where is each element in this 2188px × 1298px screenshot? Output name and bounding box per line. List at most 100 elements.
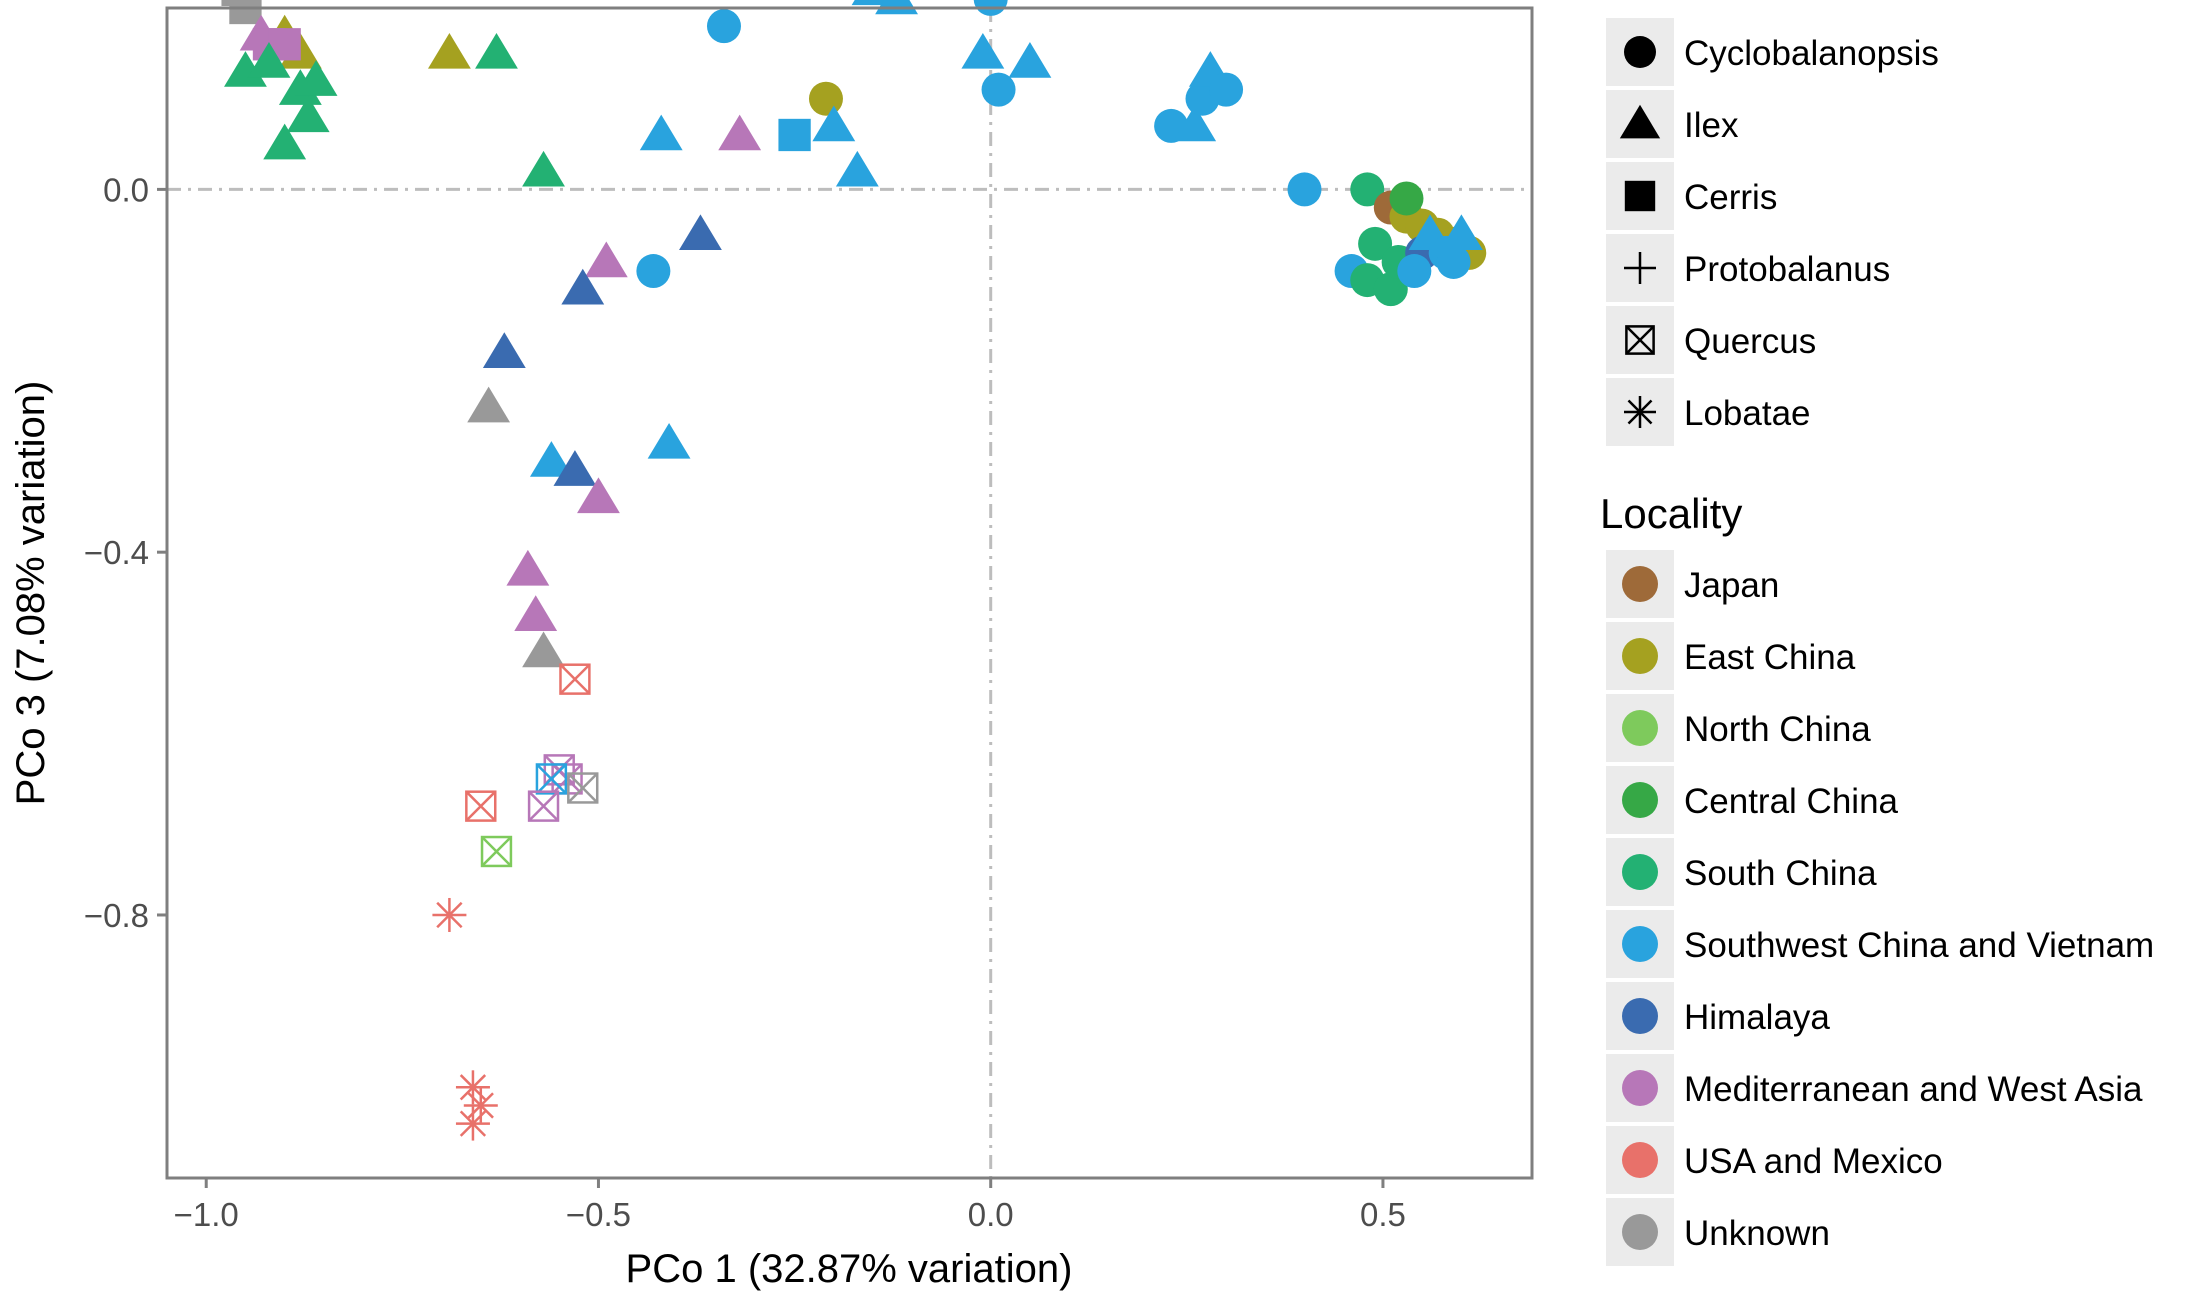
data-point-circle	[706, 9, 741, 44]
legend-label: Japan	[1684, 566, 1779, 605]
data-point-triangle	[584, 241, 628, 278]
color-legend-item: East China	[1606, 622, 1856, 690]
data-point-triangle	[718, 114, 762, 151]
shape-legend-item: Quercus	[1606, 306, 1816, 374]
data-point-triangle	[247, 42, 291, 78]
data-point-triangle	[1008, 42, 1052, 78]
data-point-asterisk	[455, 1106, 490, 1141]
data-point-triangle	[224, 51, 267, 87]
color-legend-item: Japan	[1606, 550, 1779, 618]
data-point-circle	[1209, 72, 1244, 107]
data-point-triangle	[647, 422, 691, 459]
x-tick-label: −1.0	[174, 1196, 239, 1233]
data-point-triangle	[1439, 214, 1483, 251]
data-point-circle	[808, 81, 843, 116]
data-point-circle	[1287, 172, 1322, 207]
data-point-triangle	[639, 114, 683, 151]
data-point-circle	[981, 72, 1016, 107]
data-point-square	[778, 118, 811, 152]
data-point-circle	[1358, 226, 1393, 261]
legend-label: East China	[1684, 638, 1856, 677]
data-point-triangle	[475, 32, 518, 69]
legend-label: Protobalanus	[1684, 250, 1890, 289]
legend-label: Himalaya	[1684, 998, 1830, 1037]
data-point-triangle	[961, 32, 1005, 69]
data-point-circle	[636, 254, 671, 289]
x-axis-title: PCo 1 (32.87% variation)	[626, 1247, 1073, 1291]
legend-color-swatch	[1622, 710, 1658, 746]
data-point-triangle	[263, 123, 307, 160]
color-legend-item: Unknown	[1606, 1198, 1830, 1266]
data-point-triangle	[427, 32, 471, 69]
legend-label: North China	[1684, 710, 1871, 749]
x-axis: −1.0 −0.5 0.0 0.5	[174, 1178, 1406, 1233]
legend-color-swatch	[1622, 998, 1658, 1034]
plot-border	[165, 6, 1534, 1180]
legend-circle-icon	[1624, 36, 1656, 68]
data-point-triangle	[577, 477, 620, 514]
data-point-triangle	[286, 96, 330, 133]
y-tick-label: −0.8	[84, 897, 149, 934]
data-point-triangle	[679, 214, 722, 251]
color-legend-item: Central China	[1606, 766, 1899, 834]
shape-legend-item: Cyclobalanopsis	[1606, 18, 1939, 86]
legend-color-swatch	[1622, 1214, 1658, 1250]
data-point-circle	[1389, 181, 1424, 216]
data-point-asterisk	[455, 1070, 490, 1105]
legend-label: USA and Mexico	[1684, 1142, 1943, 1181]
data-point-square	[229, 0, 262, 25]
y-axis-title: PCo 3 (7.08% variation)	[9, 381, 53, 806]
data-point-circle	[1397, 254, 1432, 289]
data-point-triangle	[522, 150, 565, 187]
legend-label: Quercus	[1684, 322, 1816, 361]
data-point-triangle	[553, 450, 597, 486]
legend-square-icon	[1624, 180, 1656, 212]
shape-legend-item: Protobalanus	[1606, 234, 1890, 302]
data-point-triangle	[835, 150, 879, 187]
color-legend-item: South China	[1606, 838, 1877, 906]
data-point-triangle	[529, 441, 573, 477]
legend-label: Mediterranean and West Asia	[1684, 1070, 2143, 1109]
color-legend-item: USA and Mexico	[1606, 1126, 1943, 1194]
color-legend-item: North China	[1606, 694, 1871, 762]
data-point-boxx	[567, 772, 599, 804]
data-point-asterisk	[432, 897, 467, 932]
legend-label: South China	[1684, 854, 1877, 893]
legend-color-swatch	[1622, 1070, 1658, 1106]
legend-color-swatch	[1622, 782, 1658, 818]
legend-color-swatch	[1622, 566, 1658, 602]
shape-legend-item: Ilex	[1606, 90, 1739, 158]
legend-label: Ilex	[1684, 106, 1739, 145]
data-point-circle	[1373, 272, 1408, 307]
legend-color-swatch	[1622, 854, 1658, 890]
legend-triangle-icon	[1619, 104, 1661, 139]
x-tick-label: −0.5	[566, 1196, 631, 1233]
y-tick-label: 0.0	[103, 171, 149, 208]
data-point-triangle	[561, 268, 605, 305]
legend-boxx-icon	[1625, 325, 1655, 355]
data-point-triangle	[812, 105, 856, 142]
legend-color-swatch	[1622, 926, 1658, 962]
data-point-triangle	[294, 60, 338, 96]
data-point-boxx	[465, 790, 497, 822]
x-tick-label: 0.5	[1360, 1196, 1406, 1233]
data-point-circle	[1436, 244, 1471, 279]
data-point-triangle	[482, 332, 526, 368]
data-point-boxx	[559, 663, 591, 695]
data-point-circle	[1350, 172, 1385, 207]
data-point-boxx	[480, 835, 513, 868]
y-axis: 0.0 −0.4 −0.8	[84, 171, 167, 934]
legend-label: Cerris	[1684, 178, 1777, 217]
color-legend-item: Southwest China and Vietnam	[1606, 910, 2154, 978]
shape-legend-item: Lobatae	[1606, 378, 1811, 446]
legend-label: Lobatae	[1684, 394, 1811, 433]
data-point-triangle	[522, 631, 565, 668]
y-tick-label: −0.4	[84, 534, 149, 571]
color-legend-item: Himalaya	[1606, 982, 1830, 1050]
legend-color-swatch	[1622, 1142, 1658, 1178]
color-legend: Japan East China North China Central China S…	[1606, 550, 2154, 1266]
data-point-triangle	[506, 549, 550, 586]
data-point-triangle	[467, 386, 511, 423]
data-point-boxx	[535, 763, 568, 795]
